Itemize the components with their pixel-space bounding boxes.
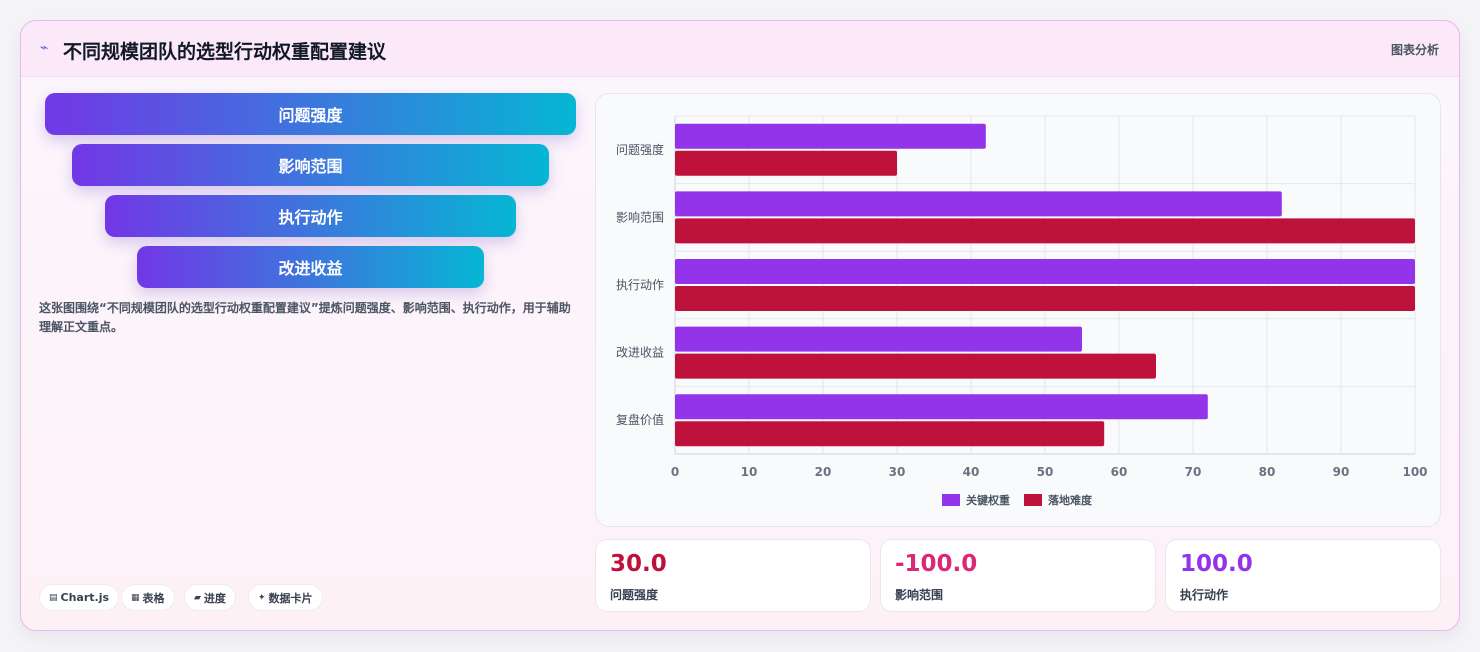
x-tick-label: 40 [963,465,980,479]
bar [675,191,1282,217]
x-tick-label: 60 [1111,465,1128,479]
bar-chart: 0 10 20 30 40 50 60 70 80 90 100 问题强度影响范围执行动作改进收益复盘… [616,115,1428,507]
chart-card: ⌁ 不同规模团队的选型行动权重配置建议 图表分析 问题强度 影响范围 执行动作 … [20,20,1460,631]
bar [675,259,1415,284]
stat-card-problem-intensity: 30.0 问题强度 [595,539,871,612]
y-tick-label: 影响范围 [616,209,664,224]
stat-value: 30.0 [610,551,667,577]
bar [675,286,1415,311]
legend-swatch [1024,494,1042,506]
x-tick-label: 70 [1185,465,1202,479]
chart-description: 这张图围绕“不同规模团队的选型行动权重配置建议”提炼问题强度、影响范围、执行动作… [39,301,571,334]
chip-progress[interactable]: ▰ 进度 [184,584,236,611]
bar [675,421,1105,447]
funnel-step-impact-scope: 影响范围 [72,144,549,186]
chart-analysis-tag: 图表分析 [1390,43,1439,57]
stat-value: 100.0 [1180,551,1253,577]
chip-table[interactable]: ▦ 表格 [121,584,175,611]
bar [675,150,897,176]
chip-label: 表格 [142,591,165,605]
y-tick-label: 执行动作 [616,278,664,292]
x-tick-label: 30 [889,465,906,479]
sparkle-icon: ✦ [258,592,266,603]
chip-chartjs[interactable]: ▤ Chart.js [39,584,120,611]
stat-value: -100.0 [895,551,978,577]
bar [675,353,1156,379]
x-tick-label: 10 [741,465,758,479]
chip-data-card[interactable]: ✦ 数据卡片 [248,584,323,611]
page-title: 不同规模团队的选型行动权重配置建议 [63,41,387,63]
stat-card-execution: 100.0 执行动作 [1165,539,1441,612]
y-tick-label: 复盘价值 [616,412,664,427]
card-header: ⌁ 不同规模团队的选型行动权重配置建议 图表分析 [21,21,1459,77]
y-tick-label: 改进收益 [616,346,664,360]
chart-icon: ▤ [49,592,58,603]
legend-label: 落地难度 [1048,493,1093,507]
legend-label: 关键权重 [966,493,1010,507]
x-tick-label: 80 [1259,465,1276,479]
chip-label: 进度 [203,591,226,605]
bar [675,218,1415,244]
chip-label: Chart.js [60,591,110,604]
chart-panel: 0 10 20 30 40 50 60 70 80 90 100 问题强度影响范围执行动作改进收益复盘… [595,93,1441,527]
table-icon: ▦ [131,592,140,603]
funnel-step-problem-intensity: 问题强度 [45,93,576,135]
x-tick-label: 20 [815,465,832,479]
bar [675,394,1208,420]
bar [675,123,986,149]
y-tick-label: 问题强度 [616,142,664,157]
x-tick-label: 0 [671,465,679,479]
x-tick-label: 90 [1333,465,1350,479]
sparkline-icon: ⌁ [40,40,49,56]
x-tick-label: 100 [1402,465,1427,479]
stat-card-impact-scope: -100.0 影响范围 [880,539,1156,612]
progress-icon: ▰ [194,592,201,603]
funnel-step-execution: 执行动作 [105,195,516,237]
stat-label: 问题强度 [610,588,659,602]
funnel-step-improvement-gain: 改进收益 [137,246,484,288]
chip-label: 数据卡片 [268,591,313,605]
bar [675,326,1082,352]
stat-label: 执行动作 [1180,588,1229,602]
x-tick-label: 50 [1037,465,1054,479]
stat-label: 影响范围 [895,588,944,602]
legend-swatch [942,494,960,506]
